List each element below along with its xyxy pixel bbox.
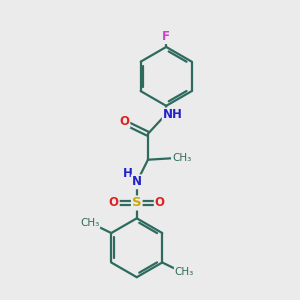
Text: CH₃: CH₃ <box>175 268 194 278</box>
Text: H: H <box>122 167 132 180</box>
Text: S: S <box>132 196 142 209</box>
Text: N: N <box>132 175 142 188</box>
Text: CH₃: CH₃ <box>80 218 99 228</box>
Text: O: O <box>109 196 119 209</box>
Text: F: F <box>162 30 170 43</box>
Text: O: O <box>119 115 129 128</box>
Text: NH: NH <box>163 109 183 122</box>
Text: O: O <box>155 196 165 209</box>
Text: CH₃: CH₃ <box>172 153 191 163</box>
